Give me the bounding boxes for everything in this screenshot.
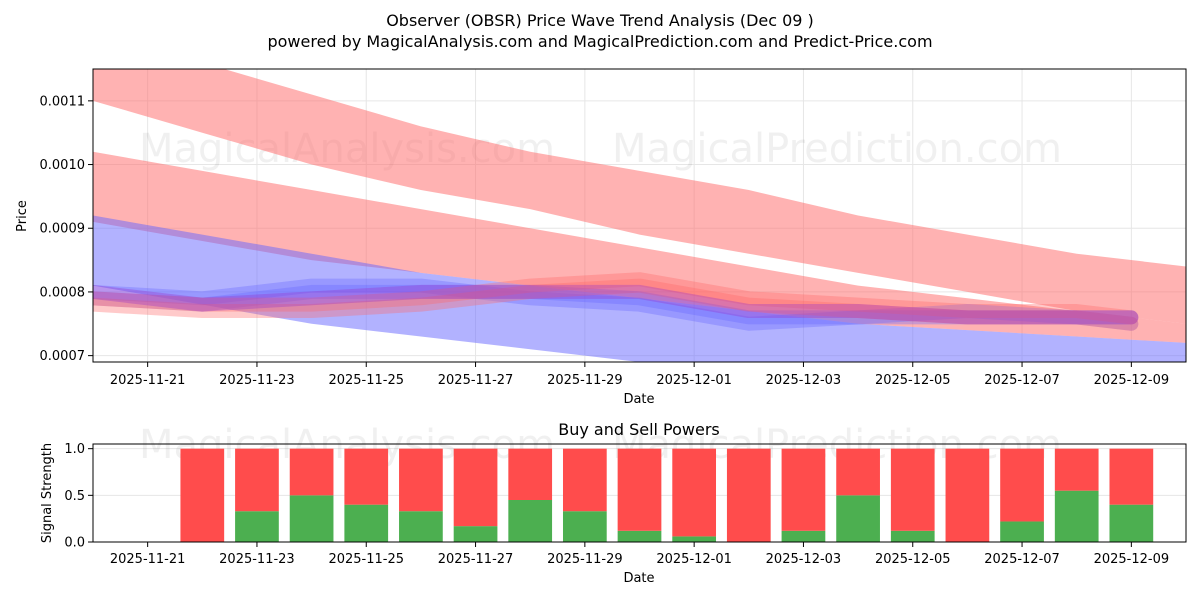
sell-bar [180,448,225,542]
buy-bar [235,511,279,542]
price-x-tick-label: 2025-12-07 [984,373,1060,388]
sell-bar [945,448,990,542]
sell-bar [289,448,334,496]
price-x-axis-label: Date [623,392,654,407]
price-x-tick-label: 2025-11-23 [219,373,295,388]
red-trend-band [93,151,1186,343]
chart-subtitle: powered by MagicalAnalysis.com and Magic… [267,32,932,51]
price-y-tick-label: 0.0009 [40,222,86,237]
red-trend-band [93,69,1186,324]
power-x-tick-label: 2025-11-29 [547,552,623,567]
buy-bar [836,495,880,542]
power-bars [180,448,1154,542]
price-x-tick-label: 2025-12-01 [656,373,732,388]
buy-bar [344,504,389,542]
sell-bar [890,448,935,531]
power-x-tick-label: 2025-12-05 [875,552,951,567]
buy-bar [453,526,498,542]
price-x-ticks: 2025-11-21 2025-11-23 2025-11-25 2025-11-27… [110,362,1169,388]
buy-bar [672,536,717,542]
power-x-tick-label: 2025-12-09 [1094,552,1170,567]
power-x-tick-label: 2025-11-27 [438,552,514,567]
power-y-tick-label: 1.0 [64,442,85,457]
power-x-tick-label: 2025-12-07 [984,552,1060,567]
power-plot-frame [92,443,1187,543]
price-panel: MagicalAnalysis.com MagicalPrediction.co… [15,68,1187,407]
price-bands [93,69,1186,362]
price-x-tick-label: 2025-12-03 [766,373,842,388]
buy-bar [1109,504,1154,542]
power-x-tick-label: 2025-12-01 [656,552,732,567]
sell-bar [508,448,553,500]
power-x-ticks: 2025-11-21 2025-11-23 2025-11-25 2025-11-27… [110,542,1169,567]
price-y-tick-label: 0.0011 [40,94,86,109]
power-x-tick-label: 2025-11-21 [110,552,186,567]
power-x-tick-label: 2025-12-03 [766,552,842,567]
sell-bar [781,448,826,531]
power-title: Buy and Sell Powers [558,420,720,439]
purple-wave-line [93,284,1139,325]
blue-wave-line [93,278,1139,331]
sell-bar [836,448,880,496]
price-x-tick-label: 2025-11-25 [328,373,404,388]
power-y-ticks: 0.0 0.5 1.0 [64,442,93,551]
buy-bar [617,530,662,542]
price-x-tick-label: 2025-11-27 [438,373,514,388]
sell-bar [726,448,771,542]
sell-bar [562,448,607,512]
sell-bar [617,448,662,531]
red-wave-line [93,278,1139,331]
sell-bar [1109,448,1154,505]
blue-trend-band [93,215,1186,362]
price-y-ticks: 0.0007 0.0008 0.0009 0.0010 0.0011 [40,94,93,364]
power-y-axis-label: Signal Strength [40,443,55,543]
sell-bar [344,448,389,505]
sell-bar [1000,448,1044,522]
blue-wave-line [93,284,1139,331]
power-x-tick-label: 2025-11-25 [328,552,404,567]
sell-bar [399,448,443,512]
price-waves [93,272,1139,331]
power-x-tick-label: 2025-11-23 [219,552,295,567]
buy-bar [1054,490,1099,542]
buy-bar [890,530,935,542]
price-x-tick-label: 2025-11-29 [547,373,623,388]
price-y-tick-label: 0.0010 [40,158,86,173]
buy-bar [508,500,553,542]
buy-bar [1000,521,1044,542]
chart-title: Observer (OBSR) Price Wave Trend Analysi… [386,11,814,30]
price-x-tick-label: 2025-11-21 [110,373,186,388]
price-y-axis-label: Price [15,200,30,232]
sell-bar [235,448,279,512]
price-y-tick-label: 0.0007 [40,349,86,364]
watermark-right: MagicalPrediction.com [612,126,1062,172]
buy-bar [289,495,334,542]
red-wave-line [93,272,1139,325]
price-plot-frame [92,68,1187,363]
sell-bar [672,448,717,537]
price-x-tick-label: 2025-12-09 [1094,373,1170,388]
price-y-tick-label: 0.0008 [40,285,86,300]
sell-bar [453,448,498,527]
buy-bar [399,511,443,542]
power-y-tick-label: 0.5 [64,489,85,504]
power-x-axis-label: Date [623,571,654,586]
power-panel: Buy and Sell Powers MagicalAnalysis.com … [40,420,1187,586]
buy-bar [562,511,607,542]
price-x-tick-label: 2025-12-05 [875,373,951,388]
buy-bar [781,530,826,542]
sell-bar [1054,448,1099,491]
power-y-tick-label: 0.0 [64,536,85,551]
